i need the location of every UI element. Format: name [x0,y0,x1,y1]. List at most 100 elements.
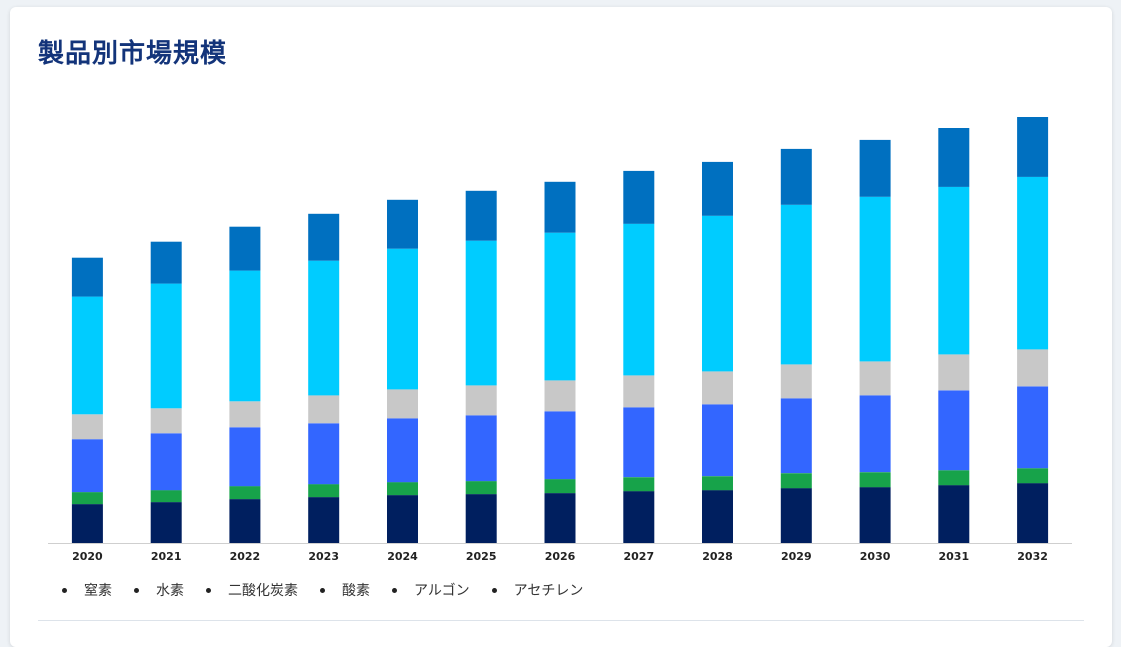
bar-segment-2029-5 [780,148,812,205]
bar-segment-2028-0 [702,490,733,543]
bar-segment-2032-3 [1017,349,1049,387]
bar-segment-2022-5 [229,226,261,271]
bar-segment-2023-5 [308,213,340,261]
bar-segment-2020-5 [71,257,103,297]
bar-segment-2021-5 [150,241,182,284]
bar-segment-2026-2 [544,411,576,480]
legend-bullet-icon [206,587,211,593]
bar-segment-2023-0 [308,497,340,543]
x-tick-label: 2024 [387,550,418,563]
bar-segment-2027-0 [623,491,655,543]
bar-segment-2024-3 [387,389,418,419]
x-tick-label: 2028 [702,550,733,563]
bar-segment-2032-2 [1017,386,1049,469]
bar-segment-2025-4 [465,240,497,386]
bar-segment-2030-0 [859,487,891,543]
bar-segment-2023-2 [308,423,340,485]
legend-label: 窒素 [84,583,112,599]
bar-segment-2025-5 [465,190,497,241]
legend-label: 酸素 [342,583,370,599]
x-tick-label: 2021 [151,550,182,563]
bar-segment-2031-4 [938,186,970,355]
bar-segment-2025-2 [465,415,497,482]
bar-segment-2029-4 [780,204,812,365]
legend-bullet-icon [134,587,139,593]
chart-title: 製品別市場規模 [38,39,228,69]
legend-item: 窒素 [62,580,112,600]
bar-segment-2020-4 [71,296,103,415]
legend-item: 水素 [134,580,184,600]
x-tick-label: 2026 [545,550,576,563]
bar-segment-2030-1 [859,472,891,488]
x-tick-label: 2032 [1017,550,1048,563]
bar-segment-2025-3 [465,385,497,416]
bar-segment-2030-3 [859,361,891,396]
bar-segment-2021-4 [150,283,182,409]
bar-segment-2020-1 [71,492,103,505]
bar-segment-2032-0 [1017,483,1049,543]
bar-segment-2023-4 [308,260,340,396]
bar-segment-2030-2 [859,395,891,473]
divider [38,620,1084,621]
bar-segment-2032-4 [1017,176,1049,350]
bar-segment-2028-4 [702,215,733,372]
x-tick-label: 2023 [308,550,339,563]
x-tick-label: 2027 [623,550,654,563]
bar-segment-2027-5 [623,170,655,224]
bar-segment-2022-2 [229,427,261,487]
bar-segment-2022-0 [229,499,261,543]
bar-segment-2023-1 [308,484,340,498]
legend-label: 二酸化炭素 [228,583,298,599]
chart-card: 製品別市場規模 2020 2021 2022 2023 2024 2025 2026 2027… [10,7,1112,647]
x-tick-label: 2020 [72,550,103,563]
x-tick-label: 2022 [230,550,261,563]
bar-segment-2026-1 [544,479,576,494]
legend-item: 酸素 [320,580,370,600]
bar-segment-2029-0 [780,488,812,543]
stacked-bar-chart: 2020 2021 2022 2023 2024 2025 2026 2027 2028 2029… [48,117,1072,563]
bar-segment-2024-1 [387,482,418,496]
bar-segment-2031-0 [938,485,970,543]
chart-legend: 窒素 水素 二酸化炭素 酸素 アルゴン アセチレン [62,580,605,600]
bar-segment-2027-2 [623,407,655,478]
legend-item: アルゴン [392,580,470,600]
x-tick-label: 2031 [938,550,969,563]
legend-label: 水素 [156,583,184,599]
legend-bullet-icon [392,587,397,593]
bar-segment-2028-1 [702,476,733,491]
bar-segment-2022-3 [229,401,261,428]
legend-bullet-icon [491,587,497,593]
bar-segment-2029-3 [780,364,812,399]
bar-segment-2022-4 [229,270,261,402]
bar-segment-2021-0 [150,502,182,543]
bar-segment-2024-4 [387,248,418,390]
bar-segment-2025-1 [465,481,497,495]
x-tick-label: 2029 [781,550,812,563]
bar-segment-2027-4 [623,223,655,376]
legend-label: アセチレン [513,583,584,599]
bar-segment-2030-5 [859,139,891,197]
bar-segment-2021-3 [150,408,182,434]
bar-segment-2031-3 [938,354,970,391]
bar-segment-2026-5 [544,181,576,233]
bar-segment-2031-1 [938,470,970,486]
bar-segment-2028-2 [702,404,733,477]
legend-bullet-icon [320,587,325,593]
bar-segment-2023-3 [308,395,340,424]
bar-segment-2030-4 [859,196,891,362]
bar-segment-2028-5 [702,161,733,216]
bar-segment-2020-3 [71,414,103,440]
bar-segment-2021-2 [150,433,182,491]
x-tick-label: 2025 [466,550,497,563]
bar-segment-2026-4 [544,232,576,381]
bar-segment-2032-5 [1017,117,1049,177]
bar-segment-2022-1 [229,486,261,500]
bar-segment-2024-5 [387,199,418,249]
bar-segment-2029-1 [780,473,812,489]
bar-segment-2020-2 [71,439,103,493]
bar-segment-2020-0 [71,504,103,543]
x-tick-label: 2030 [860,550,891,563]
bar-segment-2026-0 [544,493,576,543]
bar-segment-2024-0 [387,495,418,543]
bar-segment-2031-5 [938,128,970,187]
